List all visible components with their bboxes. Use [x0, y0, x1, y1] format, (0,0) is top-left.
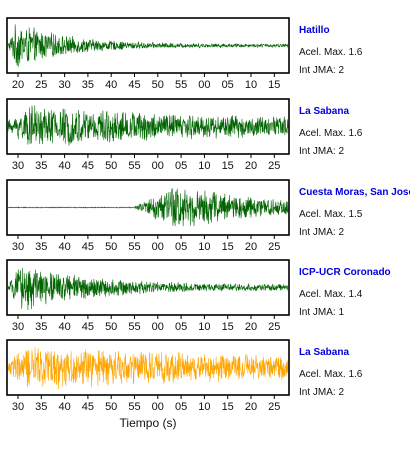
- x-tick-label: 35: [82, 79, 94, 91]
- waveform-series: [7, 267, 289, 310]
- x-tick-label: 30: [12, 160, 24, 172]
- station-name: La Sabana: [299, 347, 349, 358]
- x-tick-label: 20: [245, 241, 257, 253]
- x-tick-label: 20: [12, 79, 24, 91]
- x-tick-label: 00: [152, 401, 164, 413]
- x-tick-label: 30: [12, 241, 24, 253]
- x-tick-label: 00: [152, 241, 164, 253]
- x-tick-label: 45: [82, 321, 94, 333]
- x-tick-label: 10: [198, 160, 210, 172]
- x-tick-label: 05: [222, 79, 234, 91]
- x-tick-label: 35: [35, 321, 47, 333]
- x-tick-label: 10: [198, 401, 210, 413]
- x-tick-label: 50: [105, 401, 117, 413]
- seismogram-panel: 20 25 30 35 40 45 50 55 00 05 10 15 Hatillo Acel. Max…: [6, 17, 363, 91]
- x-tick-label: 30: [58, 79, 70, 91]
- jma-intensity-label: Int JMA: 2: [299, 146, 344, 157]
- max-acceleration-label: Acel. Max. 1.5: [299, 209, 363, 220]
- x-tick-label: 20: [245, 401, 257, 413]
- seismogram-panel: 30 35 40 45 50 55 00 05 10 15 20 25 La Sabana Acel. M…: [6, 339, 363, 413]
- x-tick-label: 00: [152, 321, 164, 333]
- jma-intensity-label: Int JMA: 2: [299, 387, 344, 398]
- x-tick-label: 25: [268, 321, 280, 333]
- x-tick-label: 05: [175, 160, 187, 172]
- x-tick-label: 05: [175, 241, 187, 253]
- x-tick-label: 45: [82, 401, 94, 413]
- x-tick-label: 20: [245, 321, 257, 333]
- x-tick-label: 25: [268, 401, 280, 413]
- x-tick-label: 40: [58, 241, 70, 253]
- seismogram-panel: 30 35 40 45 50 55 00 05 10 15 20 25 La Sabana Acel. M…: [6, 98, 363, 172]
- x-tick-label: 15: [222, 321, 234, 333]
- x-tick-label: 10: [198, 241, 210, 253]
- x-tick-label: 50: [105, 160, 117, 172]
- x-tick-label: 40: [58, 321, 70, 333]
- x-axis-label: Tiempo (s): [120, 416, 177, 430]
- x-tick-label: 45: [82, 160, 94, 172]
- seismogram-panel: 30 35 40 45 50 55 00 05 10 15 20 25 ICP-UCR Coronado…: [6, 259, 391, 333]
- waveform-series: [7, 347, 289, 390]
- x-tick-label: 20: [245, 160, 257, 172]
- x-tick-label: 25: [268, 160, 280, 172]
- x-tick-label: 40: [58, 160, 70, 172]
- waveform-series: [7, 24, 289, 67]
- station-name: Hatillo: [299, 25, 330, 36]
- x-tick-label: 10: [245, 79, 257, 91]
- x-tick-label: 55: [128, 160, 140, 172]
- waveform-series: [7, 188, 289, 227]
- plot-frame: [6, 259, 290, 316]
- x-tick-label: 35: [35, 241, 47, 253]
- max-acceleration-label: Acel. Max. 1.6: [299, 369, 363, 380]
- x-tick-label: 15: [222, 241, 234, 253]
- x-tick-label: 00: [152, 160, 164, 172]
- x-tick-label: 50: [105, 241, 117, 253]
- x-tick-label: 30: [12, 321, 24, 333]
- x-tick-label: 45: [82, 241, 94, 253]
- x-tick-label: 55: [128, 321, 140, 333]
- x-tick-label: 15: [222, 401, 234, 413]
- x-tick-label: 30: [12, 401, 24, 413]
- x-tick-label: 00: [198, 79, 210, 91]
- waveform-series: [7, 105, 289, 146]
- plot-frame: [6, 339, 290, 396]
- x-tick-label: 15: [222, 160, 234, 172]
- jma-intensity-label: Int JMA: 2: [299, 227, 344, 238]
- seismogram-panel: 30 35 40 45 50 55 00 05 10 15 20 25 Cuesta Moras, Sa…: [6, 179, 410, 253]
- station-name: Cuesta Moras, San Jose: [299, 187, 410, 198]
- x-tick-label: 25: [268, 241, 280, 253]
- x-tick-label: 55: [128, 401, 140, 413]
- max-acceleration-label: Acel. Max. 1.6: [299, 128, 363, 139]
- station-name: ICP-UCR Coronado: [299, 267, 391, 278]
- x-tick-label: 55: [128, 241, 140, 253]
- plot-frame: [6, 179, 290, 236]
- x-tick-label: 35: [35, 401, 47, 413]
- x-tick-label: 50: [105, 321, 117, 333]
- max-acceleration-label: Acel. Max. 1.6: [299, 47, 363, 58]
- x-tick-label: 45: [128, 79, 140, 91]
- x-tick-label: 55: [175, 79, 187, 91]
- x-tick-label: 15: [268, 79, 280, 91]
- x-tick-label: 40: [58, 401, 70, 413]
- jma-intensity-label: Int JMA: 1: [299, 307, 344, 318]
- x-tick-label: 25: [35, 79, 47, 91]
- x-tick-label: 40: [105, 79, 117, 91]
- station-name: La Sabana: [299, 106, 349, 117]
- x-tick-label: 50: [152, 79, 164, 91]
- plot-frame: [6, 17, 290, 74]
- jma-intensity-label: Int JMA: 2: [299, 65, 344, 76]
- plot-frame: [6, 98, 290, 155]
- x-tick-label: 10: [198, 321, 210, 333]
- max-acceleration-label: Acel. Max. 1.4: [299, 289, 363, 300]
- x-tick-label: 35: [35, 160, 47, 172]
- x-tick-label: 05: [175, 321, 187, 333]
- x-tick-label: 05: [175, 401, 187, 413]
